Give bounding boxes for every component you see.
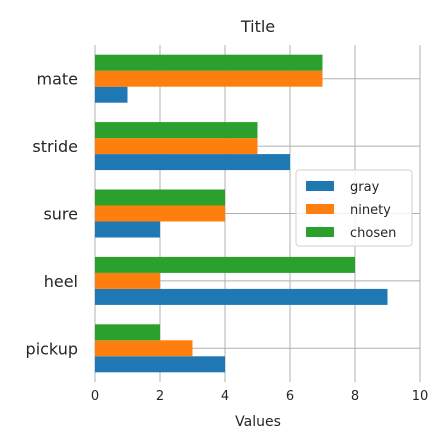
legend-swatch-gray: [306, 181, 334, 191]
bar-stride-ninety: [95, 138, 258, 155]
legend-label-ninety: ninety: [350, 203, 391, 218]
bar-stride-gray: [95, 154, 290, 171]
bars: [95, 54, 388, 373]
category-label-heel: heel: [44, 272, 78, 291]
x-tick-labels: 0 2 4 6 8 10: [91, 389, 428, 404]
bar-mate-ninety: [95, 70, 323, 87]
x-tick-label-0: 0: [91, 389, 99, 404]
bar-heel-ninety: [95, 272, 160, 289]
x-tick-label-8: 8: [351, 389, 359, 404]
category-label-pickup: pickup: [26, 339, 78, 358]
bar-sure-ninety: [95, 205, 225, 222]
legend-swatch-ninety: [306, 204, 334, 214]
legend-label-gray: gray: [350, 180, 380, 195]
bar-mate-chosen: [95, 54, 323, 71]
bar-stride-chosen: [95, 122, 258, 139]
x-tick-label-10: 10: [412, 389, 429, 404]
category-label-mate: mate: [36, 70, 78, 89]
bar-mate-gray: [95, 86, 128, 103]
bar-pickup-ninety: [95, 340, 193, 357]
bar-sure-chosen: [95, 189, 225, 206]
x-axis-label: Values: [235, 414, 281, 430]
category-label-sure: sure: [43, 205, 78, 224]
legend: gray ninety chosen: [295, 169, 413, 247]
x-tick-label-4: 4: [221, 389, 229, 404]
bar-pickup-chosen: [95, 324, 160, 341]
legend-swatch-chosen: [306, 227, 334, 237]
x-tick-label-2: 2: [156, 389, 164, 404]
legend-label-chosen: chosen: [350, 226, 396, 241]
bar-pickup-gray: [95, 356, 225, 373]
category-label-stride: stride: [32, 137, 78, 156]
chart-title: Title: [240, 17, 275, 36]
bar-sure-gray: [95, 221, 160, 238]
bar-heel-chosen: [95, 256, 355, 273]
bar-heel-gray: [95, 288, 388, 305]
x-tick-label-6: 6: [286, 389, 294, 404]
category-labels: mate stride sure heel pickup: [26, 70, 78, 359]
